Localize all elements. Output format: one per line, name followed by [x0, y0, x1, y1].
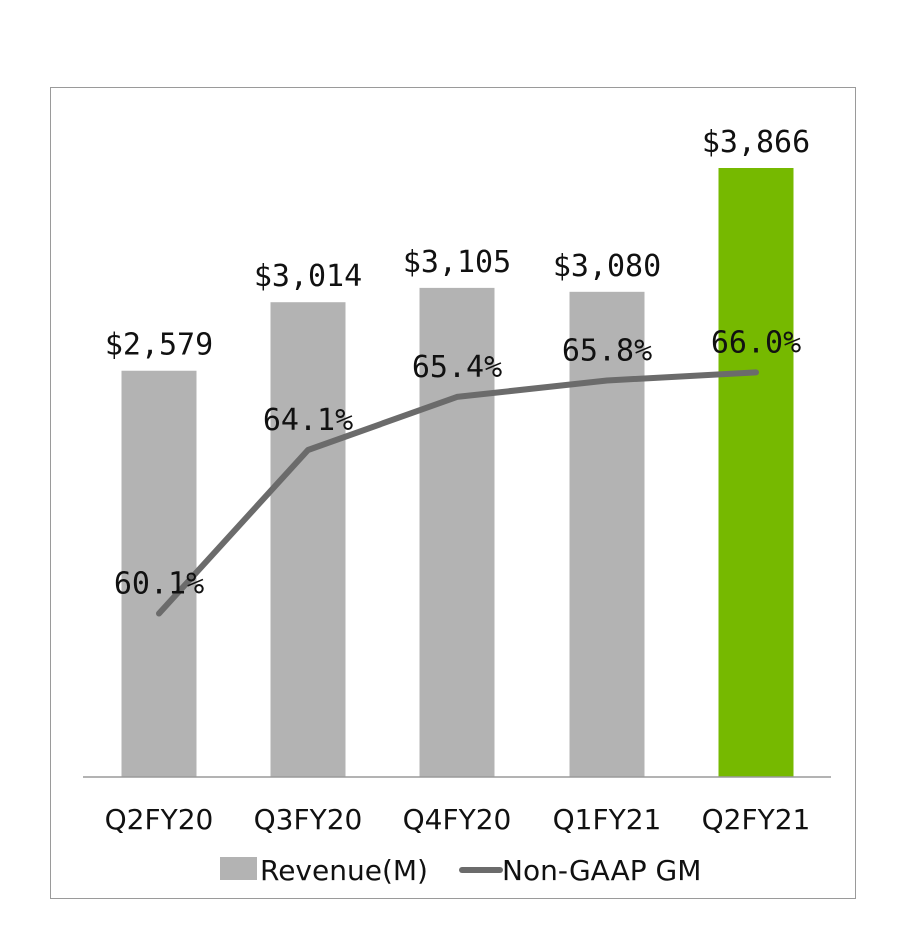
x-tick-label: Q4FY20: [403, 803, 512, 836]
bar-value-label: $3,080: [553, 249, 661, 284]
series-line-non-gaap-gm: [156, 369, 759, 617]
legend-swatch-revenue: [220, 857, 257, 880]
legend-label-revenue: Revenue(M): [260, 854, 428, 887]
line-value-label: 60.1%: [114, 567, 204, 602]
bar-q3fy20: [270, 302, 346, 777]
line-value-label: 64.1%: [263, 403, 353, 438]
line-value-label: 66.0%: [711, 325, 801, 360]
bar-value-label: $3,866: [702, 125, 810, 160]
line-value-label: 65.8%: [562, 334, 652, 369]
x-tick-label: Q2FY21: [702, 803, 811, 836]
bar-q4fy20: [419, 287, 495, 777]
bar-q1fy21: [569, 291, 645, 777]
x-tick-label: Q2FY20: [105, 803, 214, 836]
line-value-label: 65.4%: [412, 350, 502, 385]
bar-value-label: $2,579: [105, 328, 213, 363]
x-tick-label: Q1FY21: [553, 803, 662, 836]
bar-value-label: $3,105: [403, 245, 511, 280]
legend-label-non-gaap-gm: Non-GAAP GM: [502, 854, 701, 887]
x-tick-label: Q3FY20: [254, 803, 363, 836]
bar-value-label: $3,014: [254, 259, 362, 294]
bar-q2fy21: [718, 168, 794, 777]
bar-q2fy20: [121, 370, 197, 777]
